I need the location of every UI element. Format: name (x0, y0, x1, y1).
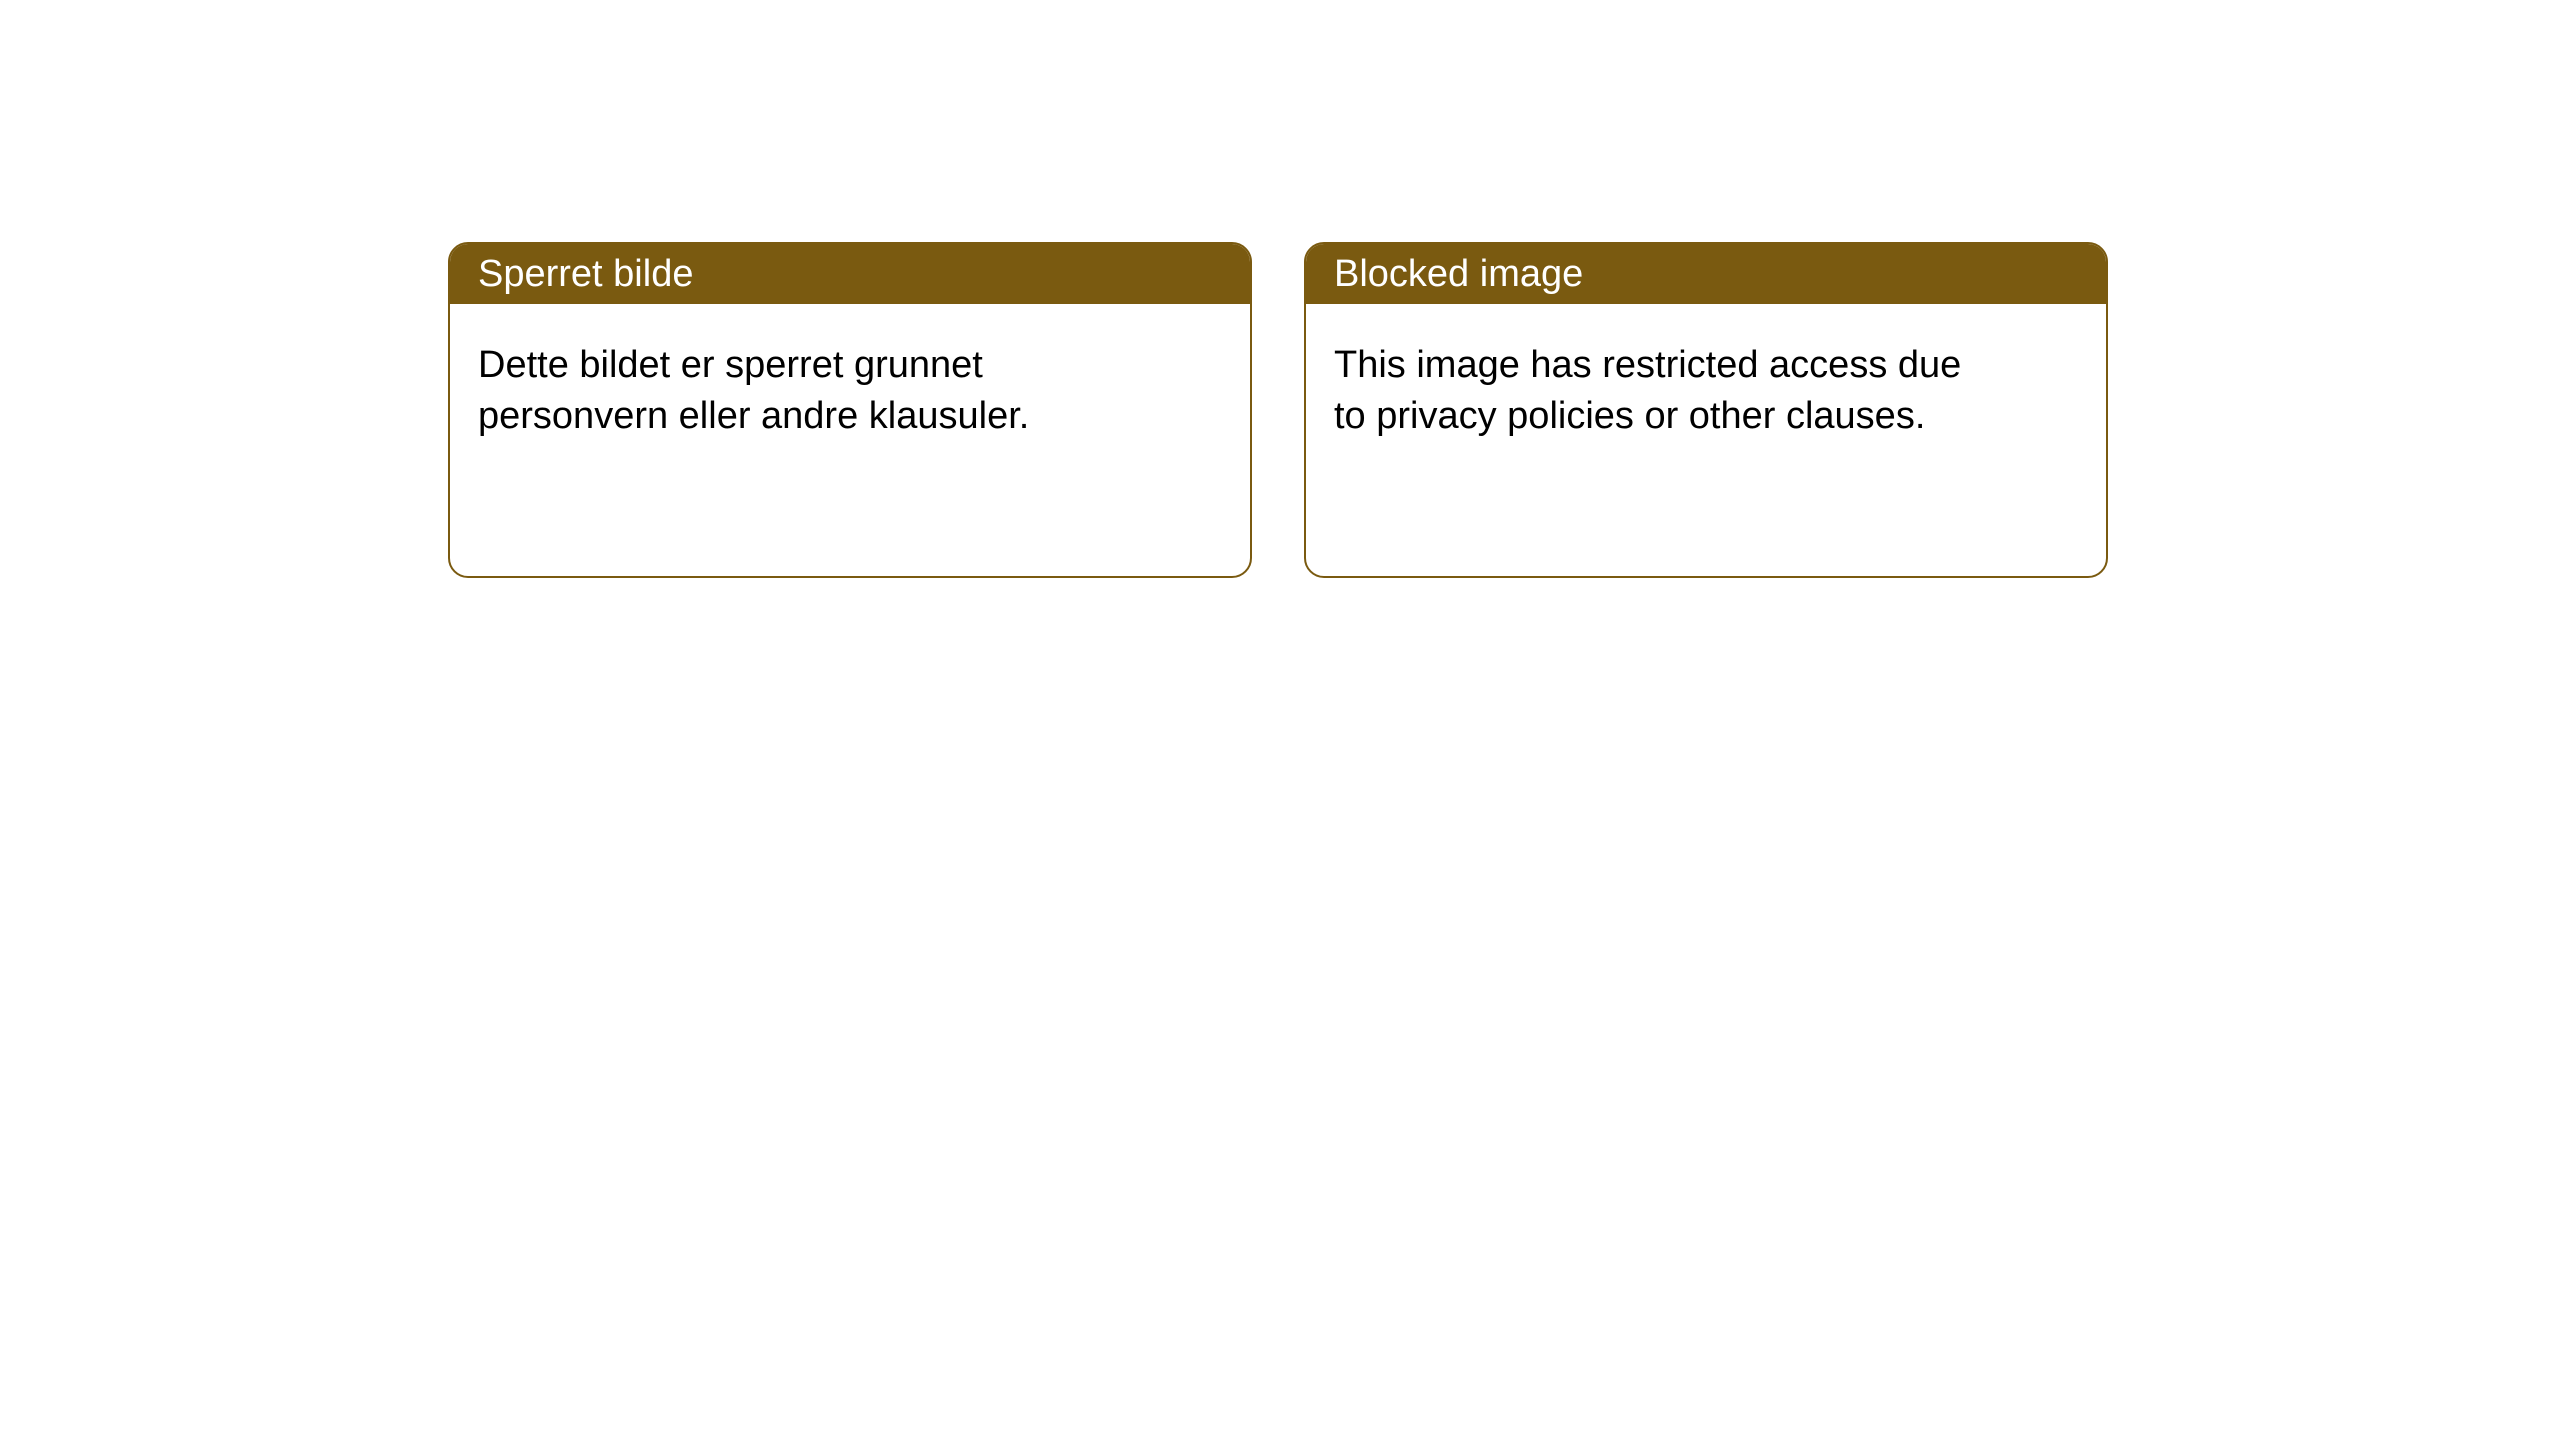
notice-body-text: This image has restricted access due to … (1334, 344, 1961, 437)
notice-body: This image has restricted access due to … (1306, 304, 2006, 479)
notice-box-norwegian: Sperret bilde Dette bildet er sperret gr… (448, 242, 1252, 578)
notice-title: Sperret bilde (478, 253, 693, 296)
notice-title: Blocked image (1334, 253, 1583, 296)
notice-header: Sperret bilde (450, 244, 1250, 304)
notice-box-english: Blocked image This image has restricted … (1304, 242, 2108, 578)
notice-header: Blocked image (1306, 244, 2106, 304)
notice-body: Dette bildet er sperret grunnet personve… (450, 304, 1150, 479)
notice-container: Sperret bilde Dette bildet er sperret gr… (0, 0, 2560, 578)
notice-body-text: Dette bildet er sperret grunnet personve… (478, 344, 1029, 437)
